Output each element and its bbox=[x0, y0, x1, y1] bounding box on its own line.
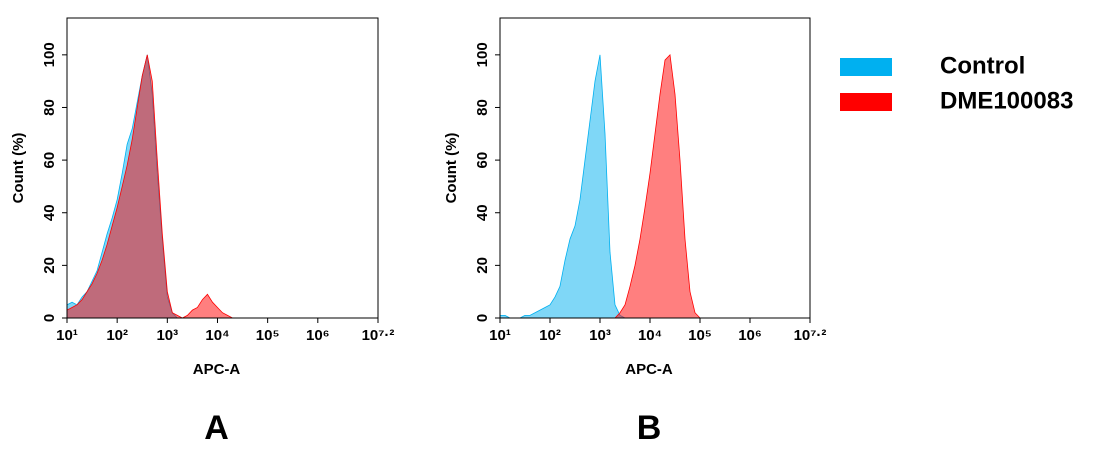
y-axis-label: Count (%) bbox=[10, 133, 27, 204]
plot-frame bbox=[66, 17, 379, 319]
y-tick-label: 80 bbox=[474, 99, 491, 116]
y-tick-label: 60 bbox=[41, 152, 58, 169]
panel-label: A bbox=[204, 409, 229, 447]
legend-swatch bbox=[840, 58, 892, 76]
y-axis-label: Count (%) bbox=[443, 133, 460, 204]
y-tick-label: 0 bbox=[41, 314, 58, 322]
x-tick-label: 10² bbox=[106, 327, 128, 344]
x-tick-label: 10³ bbox=[156, 327, 178, 344]
x-tick-label: 10¹ bbox=[489, 327, 511, 344]
x-tick-label: 10⁴ bbox=[205, 327, 229, 344]
x-axis-label: APC-A bbox=[625, 361, 673, 378]
x-tick-label: 10³ bbox=[589, 327, 611, 344]
panel-label: B bbox=[637, 409, 662, 447]
y-tick-label: 20 bbox=[474, 257, 491, 274]
y-tick-label: 0 bbox=[474, 314, 491, 322]
x-tick-label: 10⁶ bbox=[738, 327, 762, 344]
x-tick-label: 10⁵ bbox=[688, 327, 712, 344]
histogram-area bbox=[66, 54, 278, 319]
x-tick-label: 10⁷·² bbox=[794, 327, 827, 344]
x-tick-label: 10⁵ bbox=[256, 327, 280, 344]
y-tick-label: 80 bbox=[41, 99, 58, 116]
y-tick-label: 40 bbox=[41, 204, 58, 221]
x-tick-label: 10² bbox=[539, 327, 561, 344]
x-tick-label: 10⁴ bbox=[638, 327, 662, 344]
y-tick-label: 100 bbox=[474, 42, 491, 67]
legend-swatch bbox=[840, 93, 892, 111]
y-tick-label: 20 bbox=[41, 257, 58, 274]
legend-label: DME100083 bbox=[940, 87, 1073, 114]
legend-label: Control bbox=[940, 52, 1025, 79]
plot-frame bbox=[499, 17, 811, 319]
y-tick-label: 60 bbox=[474, 152, 491, 169]
x-tick-label: 10⁶ bbox=[306, 327, 330, 344]
x-tick-label: 10¹ bbox=[56, 327, 78, 344]
y-tick-label: 40 bbox=[474, 204, 491, 221]
x-tick-label: 10⁷·² bbox=[362, 327, 395, 344]
x-axis-label: APC-A bbox=[193, 361, 241, 378]
y-tick-label: 100 bbox=[41, 42, 58, 67]
